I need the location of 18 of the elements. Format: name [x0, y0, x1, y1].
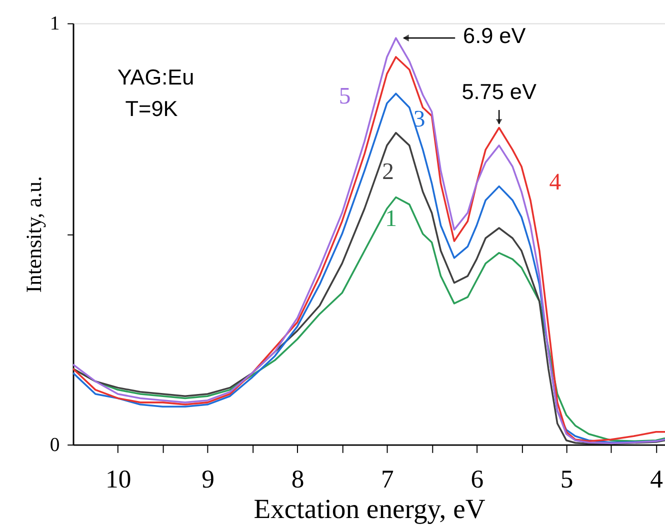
series-label: 1	[385, 206, 397, 232]
y-axis-title: Intensity, a.u.	[22, 176, 46, 293]
x-tick-label: 8	[291, 464, 304, 494]
y-tick-label: 0	[50, 434, 60, 456]
x-tick-label: 6	[470, 464, 484, 494]
x-tick-label: 7	[381, 464, 394, 494]
x-tick-label: 9	[202, 464, 214, 494]
series-label: 4	[549, 169, 562, 196]
annotation: YAG:Eu	[117, 64, 194, 90]
x-tick-label: 4	[650, 464, 664, 494]
x-tick-label: 10	[106, 464, 132, 494]
annotation: 5.75 eV	[462, 79, 537, 104]
series-label: 2	[382, 159, 394, 186]
annotation: T=9K	[125, 96, 178, 122]
x-axis-title: Exctation energy, eV	[254, 493, 486, 524]
annotation: 6.9 eV	[463, 22, 526, 48]
series-label: 5	[338, 84, 351, 110]
x-tick-label: 5	[560, 464, 574, 494]
